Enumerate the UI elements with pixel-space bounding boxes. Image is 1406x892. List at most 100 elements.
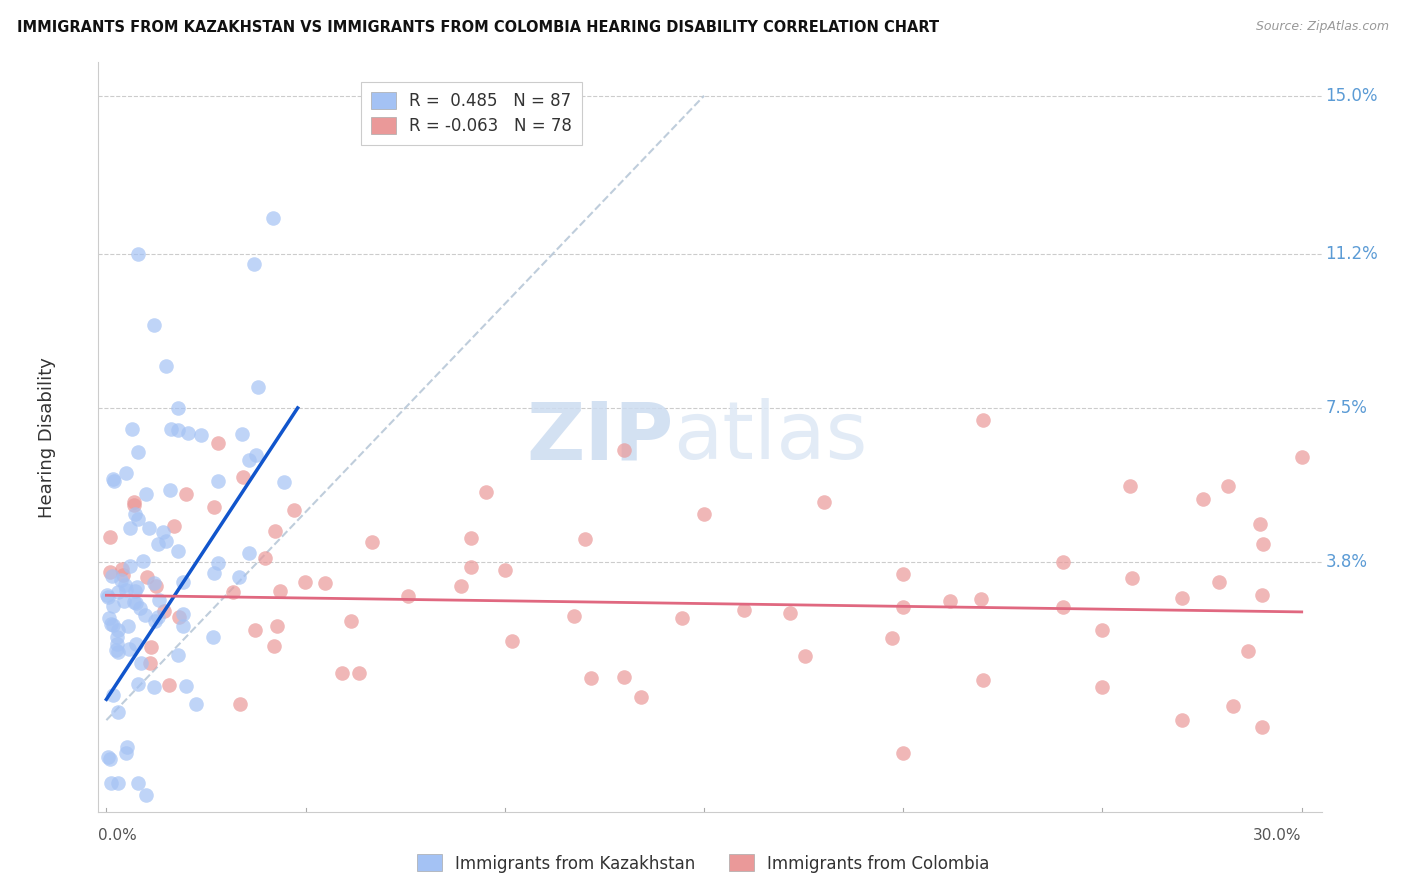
Text: Hearing Disability: Hearing Disability xyxy=(38,357,56,517)
Point xyxy=(172,607,194,621)
Point xyxy=(238,546,260,560)
Point xyxy=(793,649,815,664)
Point xyxy=(121,422,143,436)
Text: ZIP: ZIP xyxy=(526,398,673,476)
Point xyxy=(574,532,596,546)
Point xyxy=(118,559,141,574)
Point xyxy=(779,606,801,620)
Point xyxy=(105,637,128,651)
Point xyxy=(100,530,122,544)
Point xyxy=(891,747,914,761)
Point xyxy=(228,570,250,584)
Point xyxy=(1237,643,1260,657)
Point xyxy=(103,474,125,488)
Point xyxy=(1251,537,1274,551)
Point xyxy=(100,616,122,631)
Point xyxy=(347,665,370,680)
Point xyxy=(972,413,994,427)
Point xyxy=(174,487,197,501)
Text: 30.0%: 30.0% xyxy=(1253,829,1302,843)
Point xyxy=(163,519,186,533)
Point xyxy=(243,623,266,637)
Point xyxy=(135,788,157,802)
Point xyxy=(115,739,138,754)
Point xyxy=(475,484,498,499)
Point xyxy=(143,681,166,695)
Legend: R =  0.485   N = 87, R = -0.063   N = 78: R = 0.485 N = 87, R = -0.063 N = 78 xyxy=(361,82,582,145)
Point xyxy=(231,426,253,441)
Point xyxy=(115,747,138,761)
Point xyxy=(273,475,295,490)
Point xyxy=(172,619,194,633)
Point xyxy=(125,637,148,651)
Point xyxy=(100,775,122,789)
Point xyxy=(101,618,124,632)
Point xyxy=(693,508,716,522)
Point xyxy=(157,678,180,692)
Point xyxy=(562,609,585,624)
Point xyxy=(222,584,245,599)
Point xyxy=(122,595,145,609)
Point xyxy=(207,556,229,570)
Point xyxy=(110,573,132,587)
Point xyxy=(117,619,139,633)
Point xyxy=(1052,600,1074,615)
Point xyxy=(167,544,190,558)
Point xyxy=(1192,491,1215,506)
Point xyxy=(243,257,266,271)
Point xyxy=(460,531,482,545)
Point xyxy=(143,318,166,332)
Point xyxy=(283,503,305,517)
Point xyxy=(891,599,914,614)
Point xyxy=(107,624,129,638)
Point xyxy=(127,512,149,526)
Point xyxy=(190,427,212,442)
Point xyxy=(134,608,156,623)
Point xyxy=(129,657,152,671)
Point xyxy=(263,524,285,538)
Point xyxy=(1250,720,1272,734)
Point xyxy=(450,579,472,593)
Point xyxy=(1208,575,1230,590)
Point xyxy=(360,535,382,549)
Point xyxy=(115,582,138,597)
Point xyxy=(100,565,122,579)
Point xyxy=(139,640,162,654)
Text: 15.0%: 15.0% xyxy=(1326,87,1378,104)
Point xyxy=(146,537,169,551)
Point xyxy=(98,751,121,765)
Text: 7.5%: 7.5% xyxy=(1326,399,1367,417)
Point xyxy=(1171,713,1194,727)
Point xyxy=(155,534,177,549)
Point xyxy=(263,639,285,653)
Point xyxy=(96,588,118,602)
Point xyxy=(124,494,146,508)
Point xyxy=(813,495,835,509)
Point xyxy=(167,648,190,662)
Point xyxy=(184,697,207,711)
Point xyxy=(172,574,194,589)
Point xyxy=(107,775,129,789)
Point xyxy=(232,470,254,484)
Point xyxy=(880,631,903,645)
Text: IMMIGRANTS FROM KAZAKHSTAN VS IMMIGRANTS FROM COLOMBIA HEARING DISABILITY CORREL: IMMIGRANTS FROM KAZAKHSTAN VS IMMIGRANTS… xyxy=(17,20,939,35)
Text: 11.2%: 11.2% xyxy=(1326,245,1378,263)
Point xyxy=(266,619,288,633)
Text: 3.8%: 3.8% xyxy=(1326,553,1367,571)
Point xyxy=(145,579,167,593)
Point xyxy=(118,641,141,656)
Point xyxy=(153,604,176,618)
Point xyxy=(1121,571,1143,585)
Point xyxy=(613,442,636,457)
Point xyxy=(97,591,120,605)
Point xyxy=(155,359,177,374)
Point xyxy=(167,423,190,437)
Point xyxy=(494,563,516,577)
Point xyxy=(152,525,174,540)
Point xyxy=(135,487,157,501)
Text: atlas: atlas xyxy=(673,398,868,476)
Point xyxy=(396,590,419,604)
Point xyxy=(101,599,124,613)
Point xyxy=(145,615,167,629)
Point xyxy=(245,448,267,462)
